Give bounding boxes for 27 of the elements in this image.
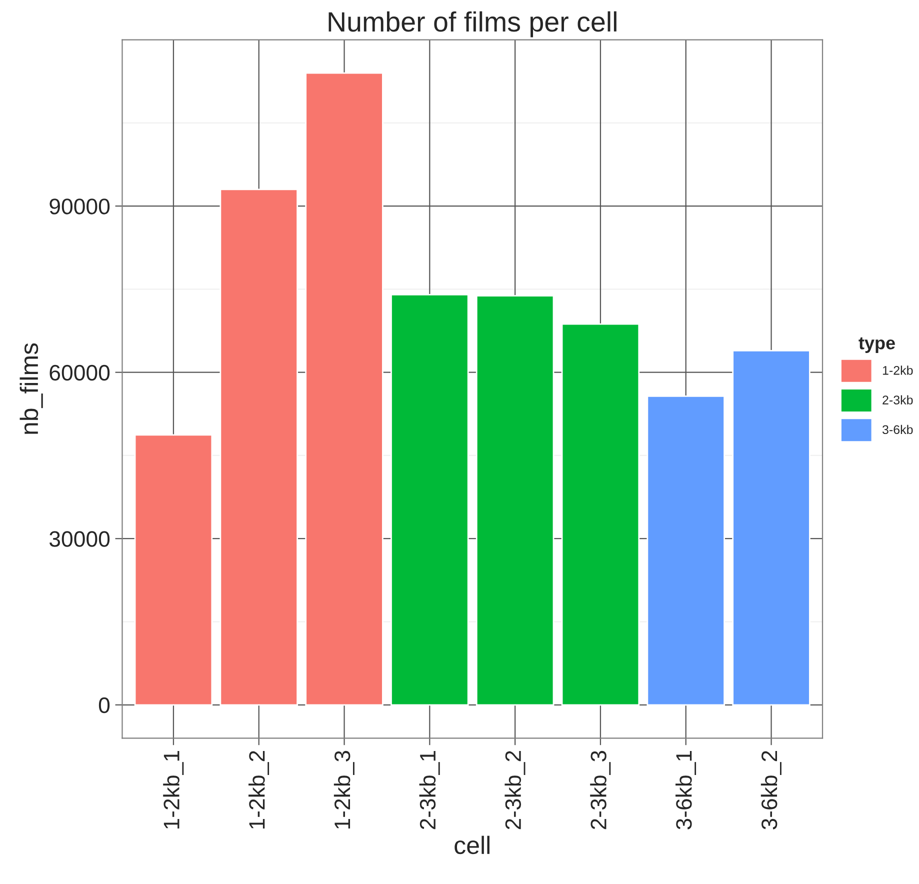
bar bbox=[220, 188, 298, 706]
y-tick-label: 60000 bbox=[50, 364, 110, 381]
x-tick-label: 2-3kb_1 bbox=[419, 751, 440, 830]
x-tick-label: 3-6kb_1 bbox=[676, 751, 696, 830]
y-tick-label: 90000 bbox=[50, 198, 110, 214]
x-tick-label: 1-2kb_2 bbox=[248, 751, 270, 829]
bar bbox=[561, 323, 640, 706]
y-axis-title: nb_films bbox=[20, 343, 43, 434]
bar bbox=[390, 294, 469, 706]
bar bbox=[732, 350, 810, 706]
bar bbox=[476, 295, 554, 706]
x-tick-label: 3-6kb_2 bbox=[760, 751, 782, 830]
y-tick-label: 0 bbox=[98, 697, 110, 714]
legend-label: 2-3kb bbox=[882, 395, 913, 404]
y-tick-label: 30000 bbox=[49, 531, 110, 547]
x-tick-label: 2-3kb_3 bbox=[590, 750, 611, 830]
bar bbox=[305, 72, 384, 706]
x-tick-label: 1-2kb_1 bbox=[163, 751, 184, 829]
bar bbox=[134, 434, 213, 706]
x-axis-title: cell bbox=[454, 836, 490, 854]
legend-label: 3-6kb bbox=[882, 424, 913, 434]
x-tick-label: 2-3kb_2 bbox=[504, 751, 526, 830]
x-tick-label: 1-2kb_3 bbox=[334, 750, 354, 829]
chart-title: Number of films per cell bbox=[328, 11, 616, 38]
legend-label: 1-2kb bbox=[882, 366, 913, 375]
bar bbox=[646, 395, 725, 706]
legend-title: type bbox=[858, 337, 895, 353]
